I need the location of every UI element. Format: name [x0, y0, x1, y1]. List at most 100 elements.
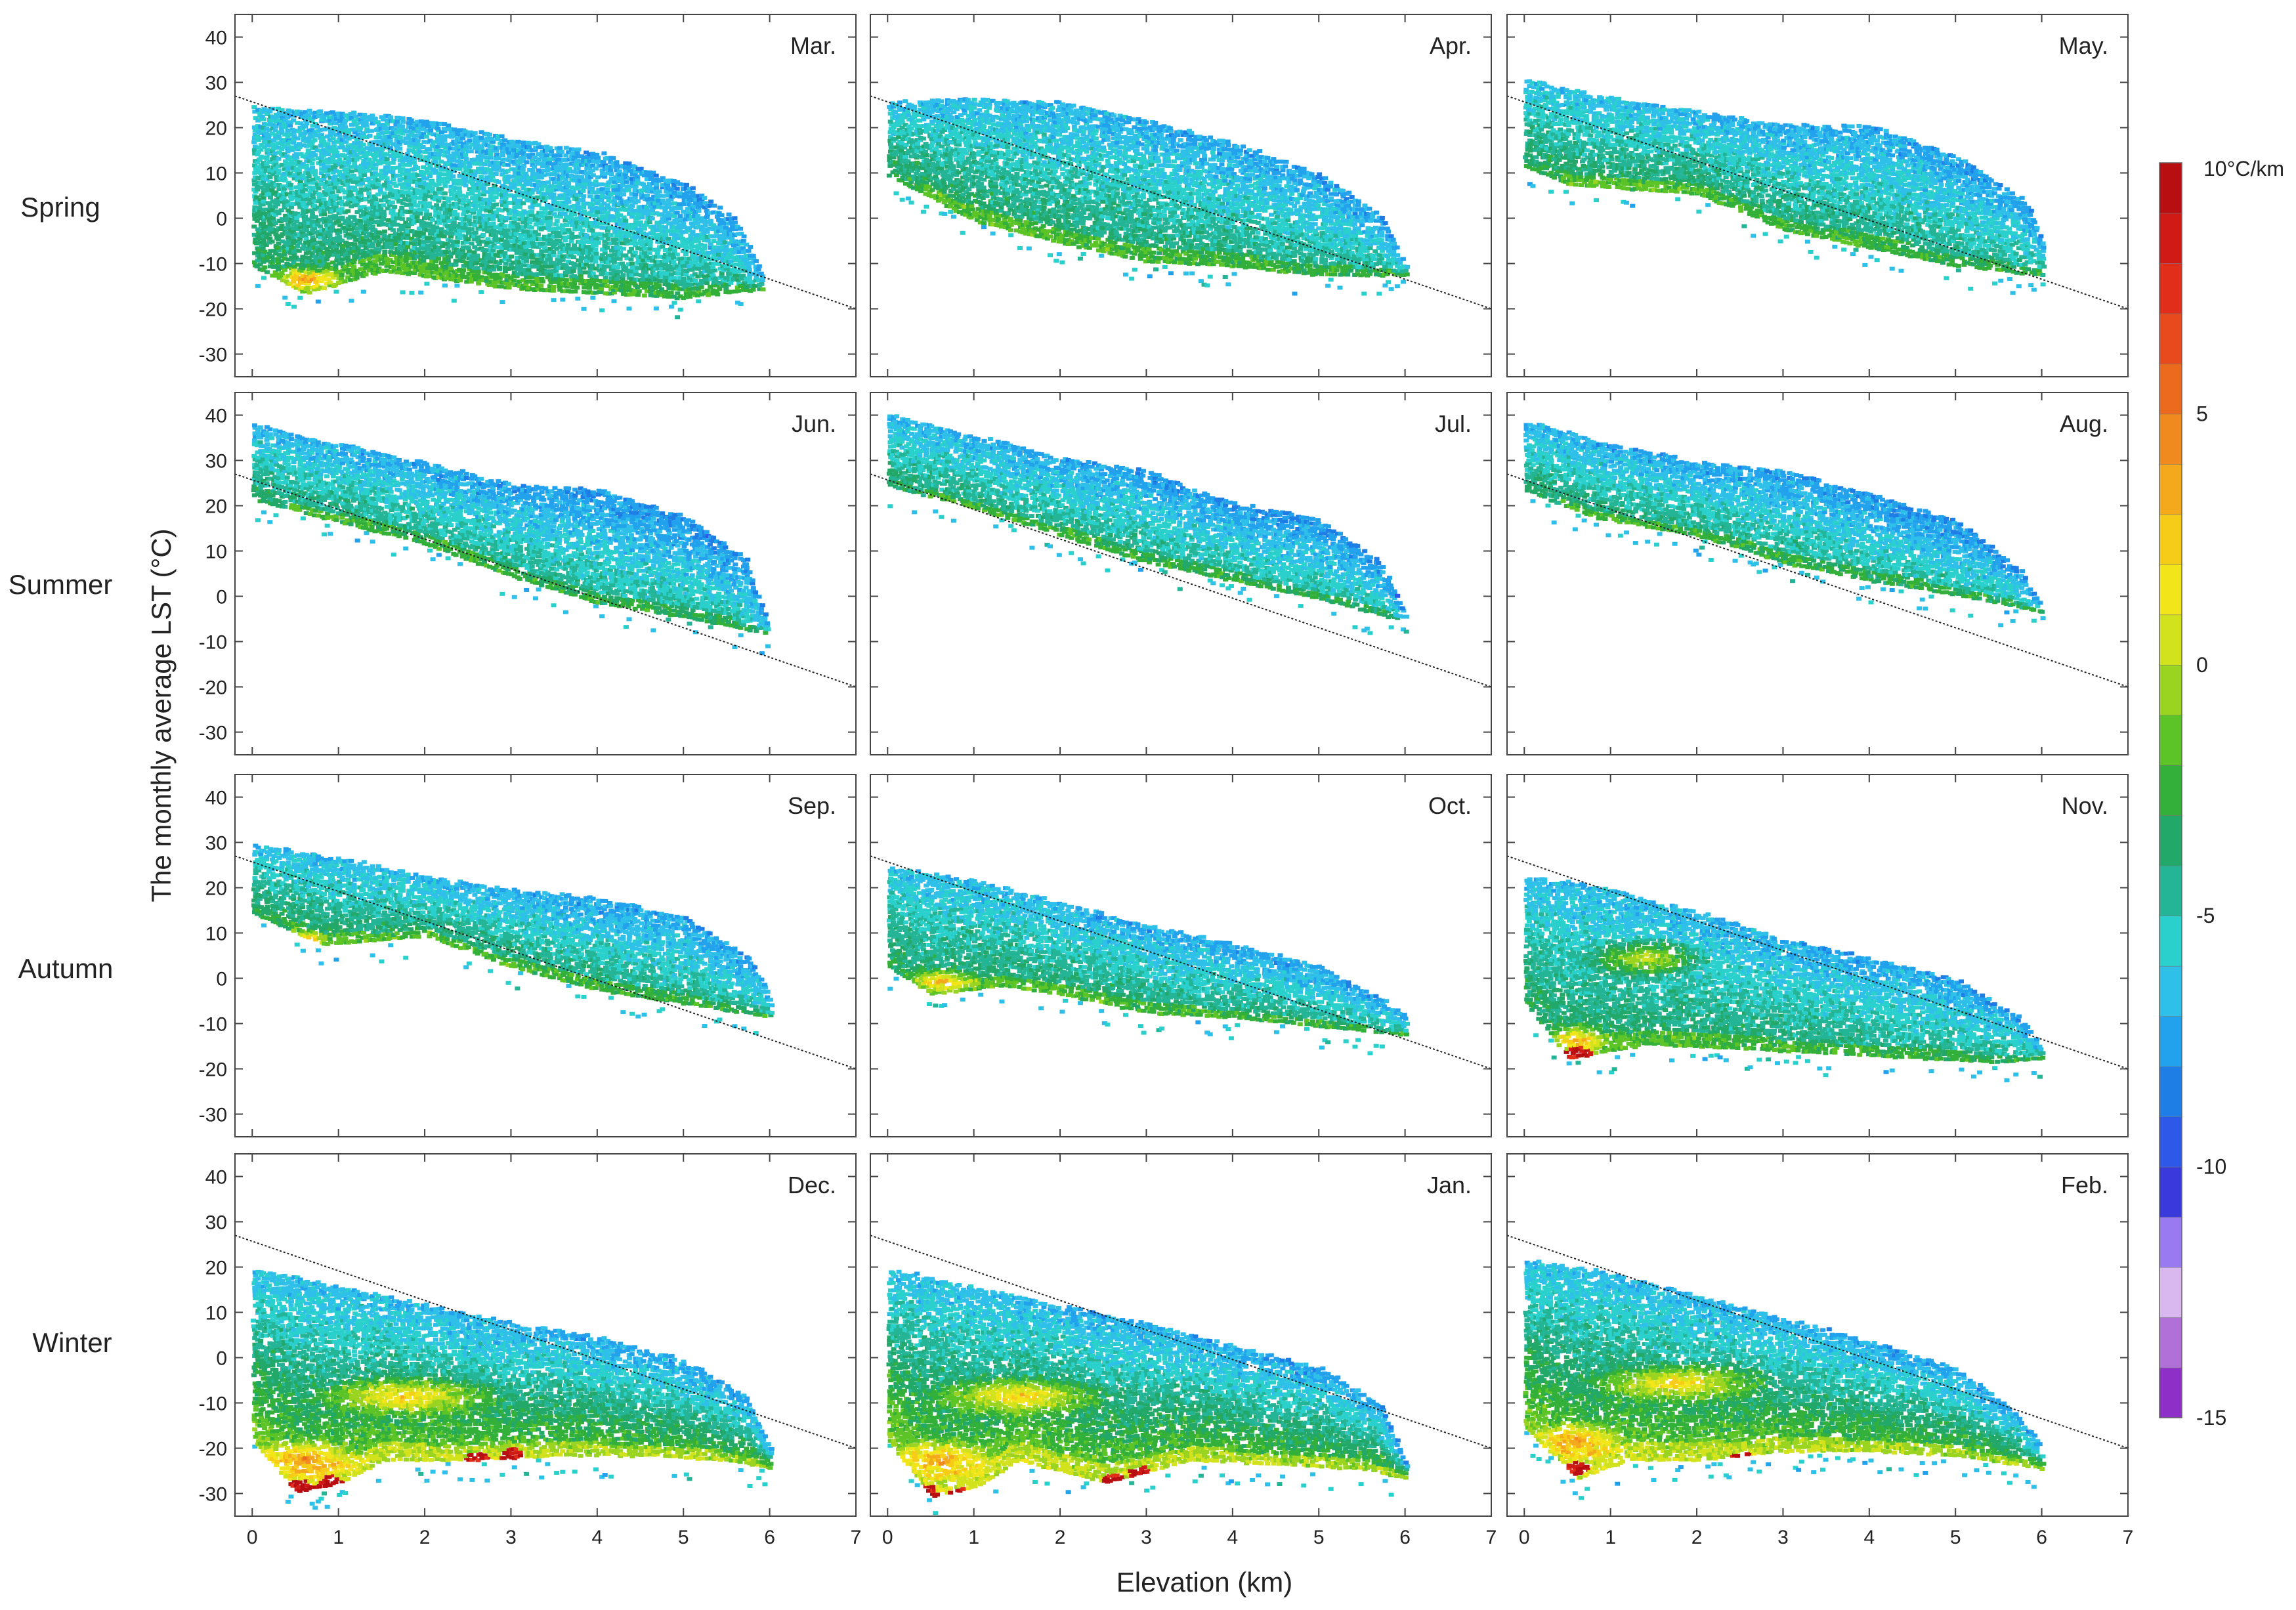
- data-point: [478, 226, 484, 231]
- data-point: [345, 270, 351, 275]
- data-point: [717, 205, 723, 210]
- data-point: [457, 278, 463, 283]
- data-point: [565, 289, 571, 293]
- data-point: [462, 206, 468, 211]
- data-point: [375, 182, 381, 186]
- data-point: [337, 269, 343, 274]
- data-point: [650, 227, 656, 232]
- data-point: [589, 223, 595, 228]
- data-point: [635, 180, 641, 185]
- data-point: [536, 157, 542, 161]
- data-point: [333, 148, 339, 152]
- data-point: [605, 183, 610, 188]
- data-point: [406, 222, 412, 227]
- data-point: [681, 287, 687, 291]
- data-point: [378, 177, 384, 181]
- data-point: [488, 160, 494, 165]
- data-point: [605, 260, 611, 265]
- data-point: [358, 228, 364, 233]
- data-point: [578, 278, 584, 282]
- data-point: [478, 278, 484, 282]
- data-point: [373, 162, 379, 167]
- data-point: [261, 276, 267, 280]
- data-point: [457, 156, 463, 160]
- data-point: [438, 135, 444, 139]
- data-point: [435, 128, 441, 133]
- data-point: [336, 281, 342, 286]
- data-point: [636, 289, 642, 293]
- data-point: [454, 240, 460, 244]
- data-point: [526, 213, 532, 217]
- data-point: [445, 143, 451, 148]
- data-point: [497, 261, 503, 266]
- data-point: [529, 198, 535, 203]
- data-point: [312, 190, 318, 195]
- data-point: [430, 266, 436, 270]
- data-point: [618, 198, 624, 203]
- data-point: [442, 153, 448, 158]
- data-point: [276, 121, 282, 126]
- data-point: [393, 150, 399, 155]
- data-point: [358, 190, 364, 195]
- data-point: [696, 289, 702, 293]
- data-point: [660, 185, 666, 190]
- data-point: [449, 141, 455, 146]
- data-point: [596, 236, 602, 241]
- data-point: [626, 211, 632, 216]
- data-point: [668, 213, 674, 217]
- data-point: [493, 260, 499, 265]
- data-point: [521, 156, 526, 160]
- data-point: [443, 146, 449, 150]
- data-point: [281, 196, 287, 200]
- data-point: [581, 265, 587, 270]
- data-point: [620, 207, 626, 211]
- data-point: [433, 240, 439, 245]
- data-point: [423, 215, 429, 220]
- data-point: [489, 137, 495, 141]
- data-point: [381, 233, 387, 238]
- data-point: [286, 208, 291, 213]
- data-point: [530, 168, 536, 173]
- data-point: [453, 259, 459, 263]
- data-point: [352, 242, 358, 247]
- data-point: [575, 166, 581, 171]
- data-point: [602, 175, 608, 179]
- data-point: [719, 213, 725, 217]
- data-point: [312, 276, 318, 281]
- data-point: [444, 231, 450, 236]
- data-point: [261, 238, 266, 242]
- data-point: [285, 161, 291, 166]
- data-point: [448, 251, 454, 256]
- data-point: [475, 188, 481, 193]
- data-point: [312, 114, 318, 119]
- data-point: [671, 276, 677, 280]
- data-point: [333, 208, 339, 213]
- data-point: [587, 274, 593, 278]
- data-point: [527, 167, 533, 172]
- data-point: [257, 255, 263, 260]
- data-point: [484, 159, 490, 163]
- data-point: [441, 252, 447, 257]
- data-point: [397, 182, 403, 186]
- data-point: [681, 272, 687, 277]
- data-point: [324, 265, 330, 269]
- data-point: [394, 127, 400, 131]
- data-point: [399, 217, 405, 221]
- data-point: [708, 211, 713, 215]
- data-point: [681, 222, 687, 226]
- data-point: [432, 228, 438, 233]
- data-point: [287, 213, 293, 218]
- data-point: [521, 241, 527, 245]
- data-point: [463, 168, 469, 173]
- data-point: [638, 236, 644, 240]
- data-point: [511, 274, 517, 278]
- data-point: [318, 286, 324, 290]
- data-point: [421, 127, 427, 131]
- data-point: [478, 205, 484, 209]
- data-point: [255, 165, 261, 169]
- data-point: [622, 200, 628, 204]
- data-point: [543, 153, 549, 158]
- data-point: [605, 165, 610, 169]
- data-point: [615, 179, 621, 184]
- data-point: [398, 224, 404, 229]
